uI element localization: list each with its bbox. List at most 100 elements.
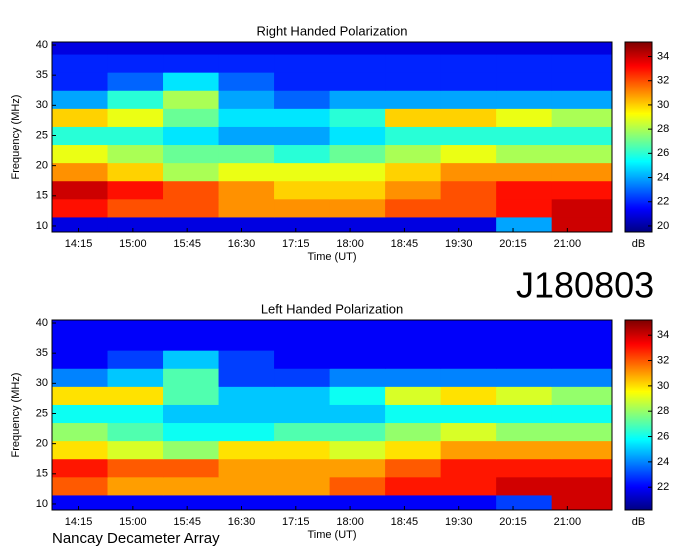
colorbar-strip: [625, 354, 652, 357]
heatmap-cell: [329, 422, 386, 442]
colorbar-strip: [625, 100, 652, 103]
colorbar-strip: [625, 160, 652, 163]
heatmap-cell: [385, 54, 442, 73]
heatmap-cell: [440, 404, 497, 424]
colorbar-strip: [625, 474, 652, 477]
colorbar-strip: [625, 56, 652, 59]
colorbar-tick-label: 24: [657, 456, 669, 468]
colorbar-strip: [625, 206, 652, 209]
heatmap-cell: [107, 440, 164, 460]
heatmap-cell: [52, 54, 109, 73]
heatmap-cell: [440, 350, 497, 369]
colorbar-frame: [624, 41, 653, 233]
colorbar-strip: [625, 394, 652, 397]
colorbar-tick-label: 22: [657, 196, 669, 208]
colorbar-strip: [625, 490, 652, 493]
heatmap-cell: [329, 198, 386, 218]
heatmap-cell: [52, 108, 109, 127]
heatmap-cell: [385, 198, 442, 218]
heatmap-cell: [52, 42, 109, 55]
heatmap-cell: [163, 72, 220, 91]
heatmap-cell: [163, 476, 220, 496]
colorbar-tick-label: 28: [657, 123, 669, 135]
heatmap-cell: [496, 72, 553, 91]
heatmap-cell: [274, 54, 331, 73]
heatmap-cell: [329, 126, 386, 146]
x-tick-label: 17:15: [282, 238, 310, 250]
heatmap-cell: [218, 422, 275, 442]
heatmap-cell: [52, 72, 109, 91]
colorbar-strip: [625, 156, 652, 159]
colorbar-strip: [625, 154, 652, 157]
heatmap-cell: [274, 440, 331, 460]
heatmap-cell: [52, 404, 109, 424]
colorbar-strip: [625, 348, 652, 351]
heatmap-cell: [163, 320, 220, 333]
colorbar-strip: [625, 144, 652, 147]
heatmap-cell: [551, 458, 613, 478]
heatmap-cell: [440, 42, 497, 55]
heatmap-cell: [496, 198, 553, 218]
heatmap-cell: [218, 162, 275, 182]
heatmap-cell: [52, 386, 109, 405]
x-tick-label: 20:15: [499, 516, 527, 528]
colorbar-strip: [625, 508, 652, 511]
heatmap-cell: [52, 494, 109, 511]
colorbar-strip: [625, 442, 652, 445]
heatmap-cell: [496, 90, 553, 109]
colorbar-strip: [625, 212, 652, 215]
colorbar-strip: [625, 104, 652, 107]
heatmap-cell: [218, 144, 275, 164]
colorbar-strip: [625, 410, 652, 413]
colorbar-strip: [625, 192, 652, 195]
heatmap-cell: [440, 72, 497, 91]
heatmap-cell: [329, 332, 386, 351]
heatmap-cell: [496, 332, 553, 351]
colorbar-tick-label: 26: [657, 430, 669, 442]
heatmap-cell: [274, 144, 331, 164]
colorbar-strip: [625, 396, 652, 399]
heatmap-cell: [329, 162, 386, 182]
colorbar-strip: [625, 158, 652, 161]
colorbar-strip: [625, 68, 652, 71]
heatmap-cell: [218, 458, 275, 478]
heatmap-cell: [496, 458, 553, 478]
colorbar-tick-label: 32: [657, 354, 669, 366]
colorbar-strip: [625, 170, 652, 173]
heatmap-cell: [163, 350, 220, 369]
heatmap-cell: [274, 72, 331, 91]
colorbar-strip: [625, 46, 652, 49]
heatmap-cell: [163, 126, 220, 146]
colorbar-strip: [625, 88, 652, 91]
heatmap-cell: [385, 386, 442, 405]
colorbar-strip: [625, 80, 652, 83]
colorbar-tick-label: 26: [657, 147, 669, 159]
colorbar-strip: [625, 218, 652, 221]
heatmap-cell: [440, 494, 497, 511]
colorbar-label: dB: [632, 238, 645, 250]
heatmap-cell: [52, 422, 109, 442]
heatmap-cell: [107, 198, 164, 218]
colorbar-strip: [625, 180, 652, 183]
colorbar-tick-label: 30: [657, 99, 669, 111]
heatmap-cell: [163, 494, 220, 511]
plot-frame: [51, 41, 613, 233]
heatmap-cell: [551, 90, 613, 109]
chart-title: Right Handed Polarization: [256, 23, 407, 38]
colorbar-strip: [625, 426, 652, 429]
y-tick-label: 15: [36, 468, 48, 480]
y-axis-label: Frequency (MHz): [10, 373, 22, 458]
heatmap-cell: [107, 162, 164, 182]
y-tick-label: 20: [36, 160, 48, 172]
colorbar-strip: [625, 196, 652, 199]
heatmap-cell: [440, 180, 497, 200]
colorbar-strip: [625, 70, 652, 73]
colorbar-strip: [625, 480, 652, 483]
heatmap-cell: [163, 108, 220, 127]
heatmap-cell: [551, 198, 613, 218]
colorbar-strip: [625, 350, 652, 353]
heatmap-cell: [218, 404, 275, 424]
colorbar-strip: [625, 86, 652, 89]
colorbar-strip: [625, 148, 652, 151]
